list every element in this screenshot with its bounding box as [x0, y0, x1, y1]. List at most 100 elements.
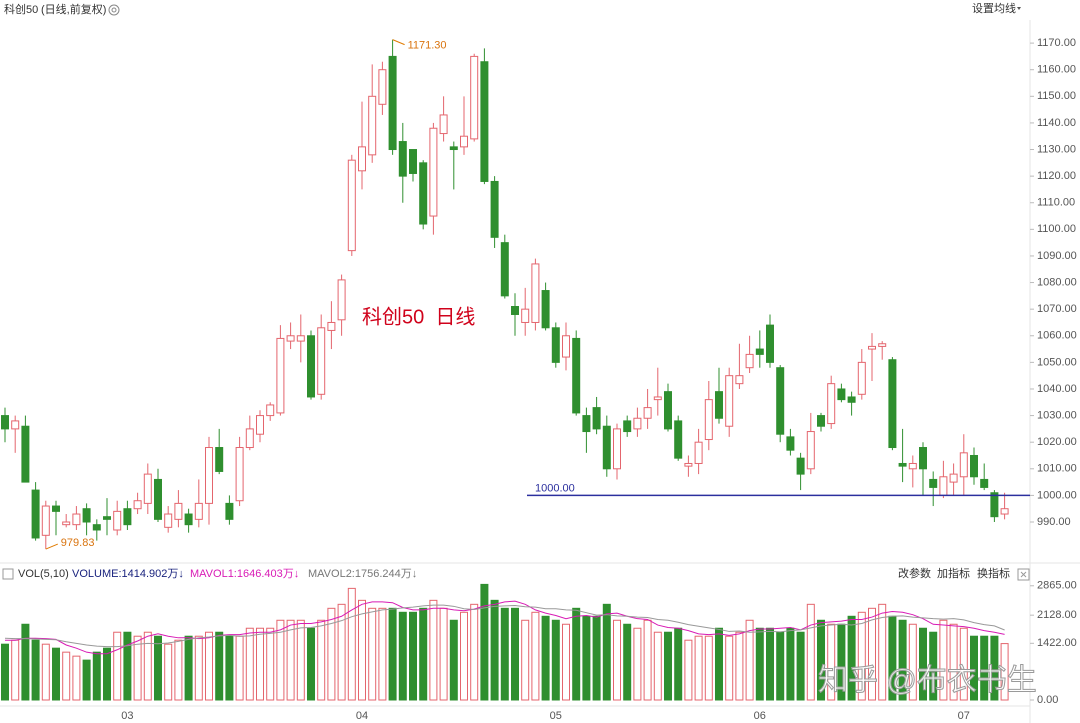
vol-indicator: VOL(5,10): [18, 568, 69, 580]
vol-y-tick-label: 0.00: [1037, 694, 1058, 706]
candle-body: [613, 428, 621, 470]
candle-body: [939, 476, 948, 496]
volume-bar: [725, 635, 734, 701]
volume-bar: [511, 607, 519, 701]
button[interactable]: 换指标: [977, 566, 1010, 580]
candle-body: [786, 436, 795, 451]
candle-body: [215, 447, 224, 472]
volume-bar: [388, 607, 397, 701]
volume-bar: [664, 631, 672, 701]
dropdown-arrow[interactable]: [1017, 7, 1021, 10]
candle-body: [327, 321, 336, 331]
candle-body: [225, 502, 234, 520]
y-tick-label: 1100.00: [1037, 223, 1076, 235]
y-tick-label: 1120.00: [1037, 170, 1076, 182]
volume-bar: [429, 599, 438, 701]
volume-bar: [41, 643, 50, 701]
candle-body: [847, 396, 856, 403]
candle-body: [52, 505, 60, 512]
ma-settings[interactable]: 设置均线: [972, 1, 1016, 15]
panel-toggle[interactable]: [2, 568, 14, 580]
gear[interactable]: [108, 4, 120, 16]
vol-y-tick-label: 2865.00: [1037, 580, 1077, 592]
volume-bar: [449, 619, 458, 701]
candle-body: [21, 425, 30, 483]
candle-body: [164, 513, 173, 528]
candle-body: [694, 441, 703, 464]
volume-bar: [694, 635, 703, 701]
candle-body: [664, 391, 672, 430]
volume-bar: [378, 607, 387, 701]
volume-bar: [643, 619, 652, 701]
volume-bar: [602, 603, 611, 701]
settings-icon[interactable]: [108, 4, 120, 16]
candle-body: [776, 367, 785, 435]
candle-body: [103, 516, 111, 520]
candle-body: [868, 345, 876, 350]
volume-bar: [184, 635, 193, 701]
volume-bar: [286, 619, 295, 701]
volume-bar: [898, 619, 907, 701]
candle-body: [11, 420, 20, 430]
volume-bar: [551, 619, 560, 701]
candle-body: [378, 69, 387, 105]
volume-bar: [582, 615, 591, 701]
volume-bar: [1000, 643, 1009, 701]
candle-body: [582, 415, 591, 433]
close-box[interactable]: [1017, 568, 1030, 581]
volume-bar: [164, 643, 173, 701]
button[interactable]: 加指标: [937, 566, 970, 580]
candle-body: [766, 324, 774, 363]
volume-bar: [817, 619, 825, 701]
button[interactable]: 改参数: [898, 566, 931, 580]
candle-body: [674, 420, 683, 459]
candle-body: [878, 343, 887, 347]
volume-bar: [572, 607, 581, 701]
volume-bar: [908, 623, 917, 701]
volume-bar: [857, 611, 866, 701]
candle-body: [235, 447, 244, 502]
low-leader: [45, 543, 58, 550]
volume-bar: [633, 627, 642, 701]
candle-body: [62, 521, 71, 526]
volume-bar: [154, 635, 162, 701]
candle-body: [398, 141, 407, 177]
y-tick-label: 1110.00: [1037, 197, 1075, 209]
volume-bar: [827, 623, 836, 701]
y-tick-label: 1000.00: [1037, 489, 1077, 501]
volume-bar: [215, 631, 224, 701]
candle-body: [460, 135, 468, 148]
y-tick-label: 1150.00: [1037, 90, 1076, 102]
volume-bar: [745, 619, 754, 701]
candle-body: [898, 462, 907, 467]
candle-body: [837, 388, 846, 401]
y-tick-label: 1080.00: [1037, 276, 1077, 288]
candle-body: [133, 500, 142, 510]
candle-body: [735, 375, 744, 385]
volume-bar: [868, 607, 876, 701]
volume-bar: [653, 631, 662, 701]
candle-body: [194, 502, 203, 520]
gear-hole[interactable]: [111, 7, 117, 13]
candle-body: [908, 462, 917, 470]
ma5-line: [5, 600, 1005, 655]
candle-body: [531, 263, 540, 323]
x-tick-label: 04: [356, 710, 368, 722]
candle-body: [704, 399, 713, 441]
volume-bar: [919, 627, 927, 701]
y-tick-label: 1040.00: [1037, 383, 1077, 395]
candle-body: [31, 489, 40, 539]
y-tick-label: 1070.00: [1037, 303, 1077, 315]
candle-body: [929, 478, 938, 488]
candle-body: [827, 383, 836, 425]
volume-bar: [409, 611, 417, 701]
candle-body: [470, 55, 479, 140]
volume-bar: [337, 603, 346, 701]
candle-body: [266, 404, 275, 417]
candle-body: [959, 452, 968, 478]
candle-body: [1000, 508, 1009, 515]
candle-body: [725, 375, 734, 427]
candle-body: [970, 454, 978, 478]
close-x[interactable]: [1020, 571, 1027, 578]
volume-bar: [21, 623, 30, 701]
